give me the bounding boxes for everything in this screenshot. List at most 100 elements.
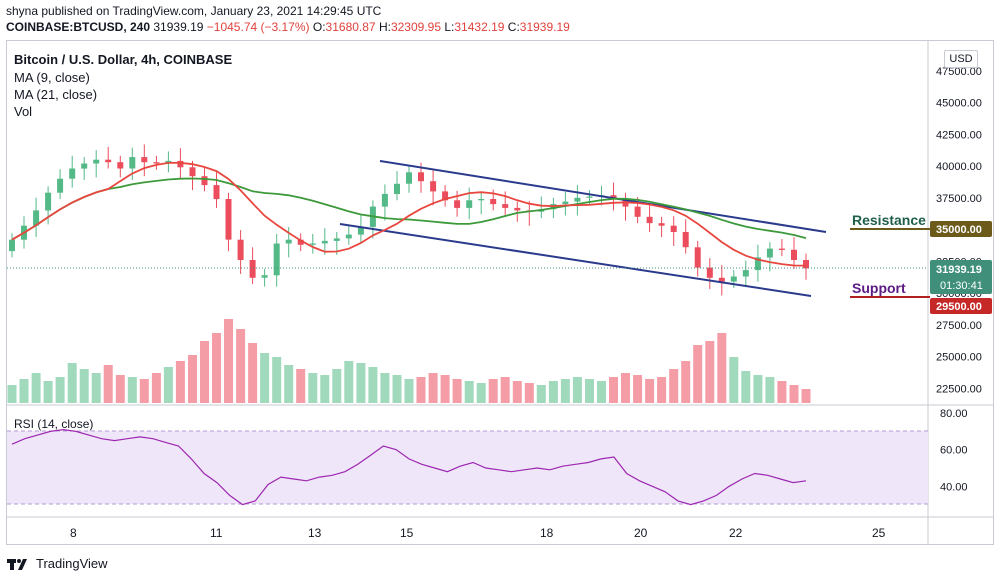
ohlc-line: COINBASE:BTCUSD, 240 31939.19 −1045.74 (…: [6, 20, 570, 34]
volume-bar: [236, 329, 246, 403]
countdown-text: 01:30:41: [940, 280, 983, 292]
low-value: 31432.19: [454, 20, 505, 34]
time-tick-label: 8: [70, 526, 77, 540]
candle-body: [9, 239, 15, 252]
support-price-text: 29500.00: [936, 301, 982, 313]
volume-bar: [55, 377, 65, 403]
candle-body: [706, 267, 713, 278]
candle-body: [129, 157, 136, 169]
volume-bar: [452, 379, 462, 403]
time-tick-label: 18: [540, 526, 554, 540]
volume-bar: [645, 379, 655, 403]
candle-body: [321, 240, 328, 244]
candle-body: [309, 243, 316, 245]
candle-body: [466, 200, 473, 208]
tradingview-logo-icon: [7, 558, 27, 570]
candle-body: [454, 200, 461, 208]
price-tick-label: 42500.00: [936, 129, 982, 141]
time-tick-label: 20: [634, 526, 648, 540]
candle-body: [574, 197, 581, 202]
candle-body: [333, 238, 340, 241]
candle-body: [730, 276, 737, 282]
volume-bar: [368, 367, 378, 403]
volume-bar: [380, 373, 390, 403]
candle-body: [658, 223, 665, 226]
high-value: 32309.95: [390, 20, 442, 34]
volume-bar: [572, 377, 582, 403]
volume-bar: [681, 361, 691, 403]
channel-lower-line: [339, 223, 812, 297]
volume-legend: Vol: [14, 104, 33, 119]
candle-body: [381, 193, 388, 207]
volume-bar: [597, 381, 606, 403]
time-tick-label: 11: [210, 526, 223, 540]
time-tick-label: 22: [729, 526, 743, 540]
price-tick-label: 40000.00: [936, 161, 982, 173]
candle-body: [803, 260, 809, 269]
volume-bar: [272, 357, 282, 403]
volume-bar: [705, 341, 715, 403]
volume-bar: [789, 385, 799, 403]
candle-body: [586, 196, 593, 198]
time-tick-label: 15: [400, 526, 414, 540]
volume-bar: [200, 341, 209, 403]
volume-bar: [175, 361, 185, 403]
volume-bar: [512, 381, 522, 403]
candle-body: [57, 178, 64, 193]
volume-bar: [67, 363, 77, 403]
candle-body: [502, 204, 509, 208]
candle-body: [225, 199, 232, 240]
candle-body: [273, 243, 280, 276]
candle-body: [778, 248, 785, 250]
candle-body: [754, 257, 761, 271]
volume-bar: [248, 343, 258, 403]
candle-body: [189, 167, 196, 177]
chart-title: Bitcoin / U.S. Dollar, 4h, COINBASE: [14, 52, 233, 67]
volume-bar: [139, 379, 149, 403]
volume-bar: [284, 365, 294, 403]
footer-brand[interactable]: TradingView: [6, 556, 108, 571]
candle-body: [357, 227, 364, 235]
rsi-band: [7, 431, 928, 504]
rsi-line: [11, 428, 807, 506]
candle-body: [33, 210, 40, 226]
low-label: L:: [444, 20, 455, 34]
candle-body: [646, 216, 653, 224]
resistance-price-text: 35000.00: [936, 224, 982, 236]
candle-body: [766, 248, 773, 258]
volume-bar: [91, 373, 101, 403]
resistance-price-badge: [930, 221, 992, 237]
candle-body: [81, 163, 88, 169]
time-axis: 8 11 13 15 18 20 22 25: [70, 526, 886, 540]
volume-bar: [693, 345, 703, 403]
rsi-label: RSI (14, close): [14, 417, 93, 431]
candle-body: [117, 162, 124, 169]
candle-body: [742, 270, 749, 277]
candle-body: [153, 162, 160, 164]
volume-bar: [224, 319, 233, 403]
last-price-text: 31939.19: [153, 20, 204, 34]
candle-body: [345, 234, 352, 239]
close-value: 31939.19: [519, 20, 570, 34]
volume-bar: [103, 365, 113, 403]
publisher-line: shyna published on TradingView.com, Janu…: [6, 4, 382, 18]
price-tick-label: 45000.00: [936, 98, 982, 110]
volume-bar: [585, 379, 594, 403]
candle-body: [394, 183, 400, 194]
footer-brand-label: TradingView: [36, 556, 108, 571]
volume-bars: [7, 319, 811, 403]
volume-bar: [633, 375, 643, 403]
price-tick-label: 37500.00: [936, 193, 982, 205]
candle-body: [610, 195, 617, 199]
volume-bar: [392, 375, 402, 403]
candle-body: [201, 176, 208, 186]
chart-panel[interactable]: [6, 40, 994, 545]
candle-body: [430, 181, 437, 192]
currency-button[interactable]: USD: [944, 50, 978, 68]
volume-bar: [536, 385, 546, 403]
volume-bar: [669, 369, 679, 403]
volume-bar: [163, 367, 173, 403]
channel-upper-line: [379, 160, 827, 233]
volume-bar: [657, 377, 667, 403]
